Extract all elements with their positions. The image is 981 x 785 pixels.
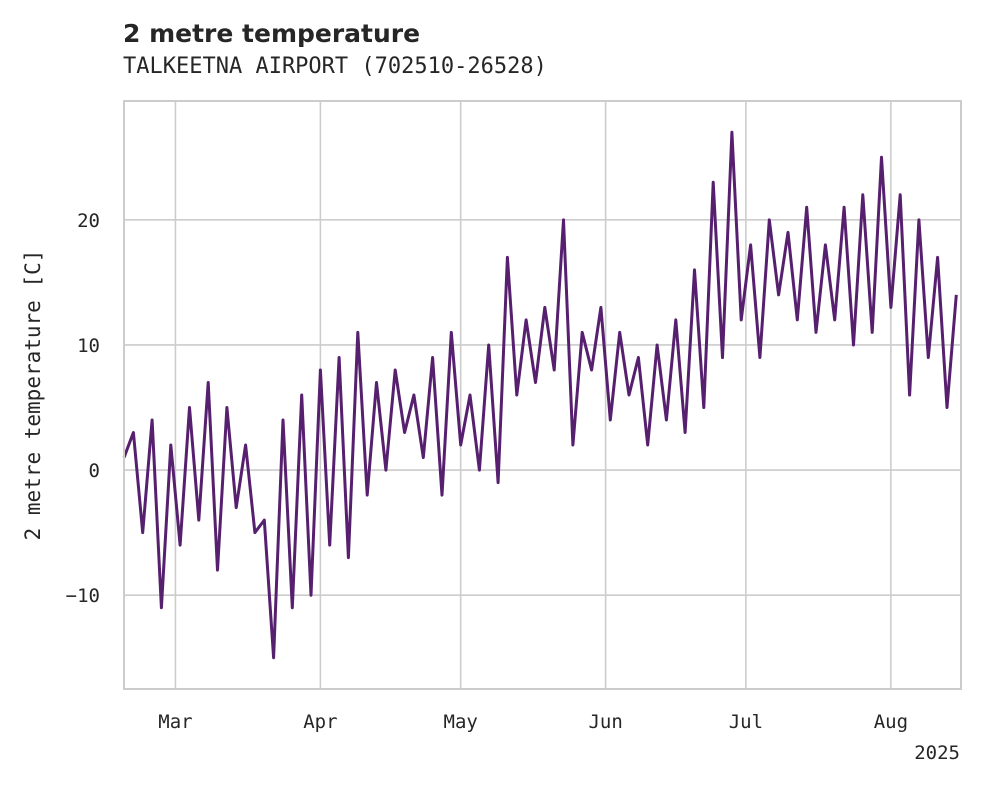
x-tick-label: May <box>444 711 478 733</box>
data-series <box>122 130 958 660</box>
y-tick-label: 0 <box>89 460 100 482</box>
y-tick-label: −10 <box>66 585 100 607</box>
x-tick-label: Apr <box>303 711 337 733</box>
temperature-series-line <box>122 130 958 660</box>
y-axis-ticks: −10 0 10 20 <box>66 210 100 607</box>
plot-frame <box>123 100 962 690</box>
chart-title: 2 metre temperature <box>123 19 420 48</box>
x-axis-year-label: 2025 <box>914 742 960 764</box>
x-tick-label: Jul <box>729 711 763 733</box>
grid-lines <box>124 101 961 689</box>
y-tick-label: 10 <box>77 335 100 357</box>
x-axis-ticks: Mar Apr May Jun Jul Aug <box>158 711 908 733</box>
chart-subtitle: TALKEETNA AIRPORT (702510-26528) <box>123 54 547 79</box>
x-tick-label: Jun <box>588 711 622 733</box>
x-tick-label: Aug <box>874 711 908 733</box>
x-tick-label: Mar <box>158 711 192 733</box>
y-axis-label: 2 metre temperature [C] <box>21 250 45 541</box>
y-tick-label: 20 <box>77 210 100 232</box>
